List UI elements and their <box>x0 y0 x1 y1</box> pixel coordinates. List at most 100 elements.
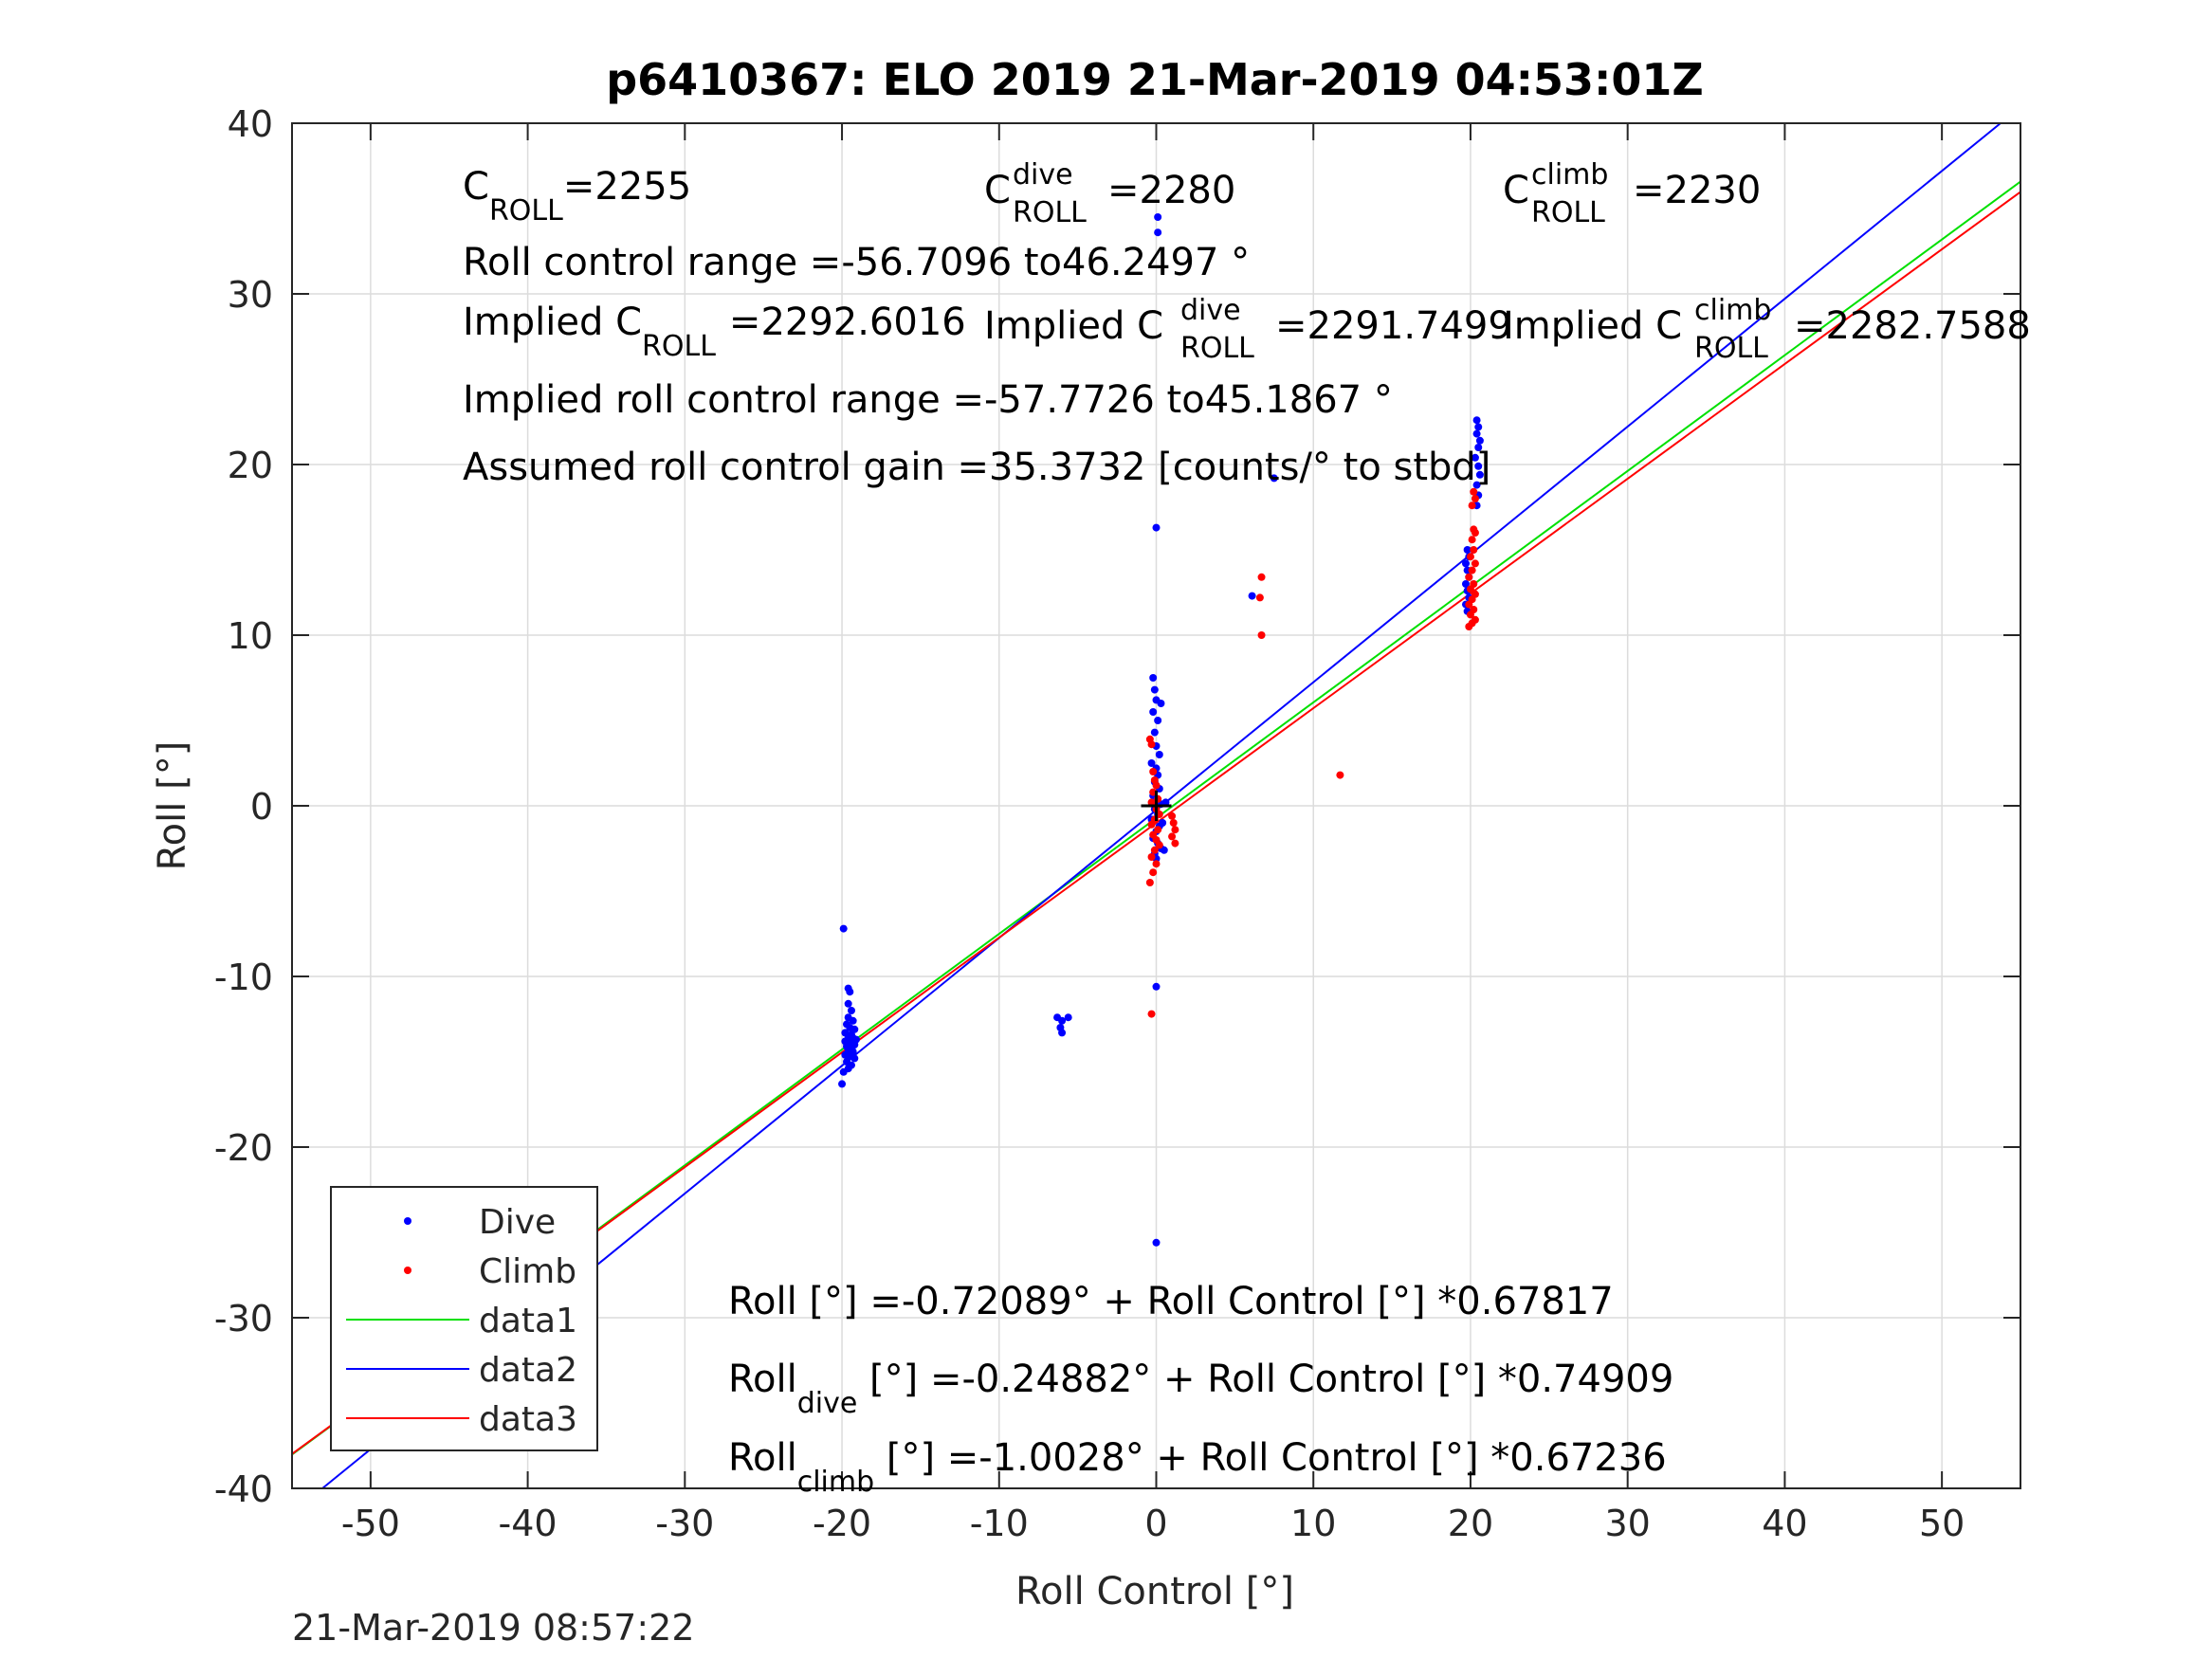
y-tick-label: -30 <box>214 1298 273 1340</box>
axis-ticks: -50 -40 -30 -20 -10 0 10 20 30 40 50 -40 -30 -20 -10 0 1… <box>214 103 2020 1544</box>
point-dive <box>1157 700 1165 707</box>
point-dive <box>1152 523 1161 532</box>
cdive-sup: dive <box>1013 158 1073 191</box>
implied-climb-value: =2282.7588 <box>1794 304 2031 348</box>
timestamp: 21-Mar-2019 08:57:22 <box>292 1607 695 1649</box>
equation-climb-sub: climb <box>797 1466 874 1499</box>
point-dive <box>1147 759 1156 767</box>
point-dive <box>1474 462 1483 470</box>
implied-climb-base: Implied C <box>1503 304 1682 348</box>
point-dive <box>1155 751 1163 758</box>
point-climb <box>1154 826 1162 834</box>
x-tick-label: 20 <box>1448 1503 1493 1544</box>
croll-value: =2255 <box>563 165 691 209</box>
implied-dive-base: Implied C <box>984 304 1163 348</box>
implied-base: Implied C <box>463 301 642 344</box>
point-climb <box>1468 566 1476 574</box>
equation-dive: Rolldive [°] =-0.24882° + Roll Control [… <box>728 1358 1673 1420</box>
legend-label-dive: Dive <box>479 1203 556 1242</box>
croll-base: C <box>463 165 489 209</box>
x-tick-label: -50 <box>341 1503 400 1544</box>
implied-climb-sup: climb <box>1694 294 1771 327</box>
point-climb <box>1471 529 1479 537</box>
point-dive <box>847 1007 855 1014</box>
point-dive <box>1248 592 1256 600</box>
point-climb <box>1149 868 1158 877</box>
point-climb <box>1468 501 1476 510</box>
y-tick-label: -10 <box>214 957 273 998</box>
implied-range-annotation: Implied roll control range =-57.7726 to4… <box>463 378 1393 422</box>
point-dive <box>839 1067 848 1076</box>
point-dive <box>1152 1238 1161 1247</box>
gain-annotation: Assumed roll control gain =35.3732 [coun… <box>463 446 1490 489</box>
cclimb-annotation: C <box>1503 169 1529 212</box>
implied-value: =2292.6016 <box>729 301 966 344</box>
equation-dive-base: Roll <box>728 1358 797 1401</box>
implied-dive-sub: ROLL <box>1180 332 1254 365</box>
equation-dive-rest: [°] =-0.24882° + Roll Control [°] *0.749… <box>857 1358 1673 1401</box>
point-dive <box>839 924 848 933</box>
implied-dive-annotation: Implied C <box>984 304 1163 348</box>
y-tick-label: 20 <box>228 445 273 486</box>
point-dive <box>1150 728 1159 737</box>
point-dive <box>1149 708 1158 716</box>
cclimb-base: C <box>1503 169 1529 212</box>
point-climb <box>1147 740 1156 749</box>
point-climb <box>1171 839 1179 848</box>
legend-label-climb: Climb <box>479 1252 576 1291</box>
point-climb <box>1465 600 1473 609</box>
point-climb <box>1466 611 1474 619</box>
point-dive <box>1270 474 1278 483</box>
point-climb <box>1147 1010 1156 1018</box>
point-dive <box>1064 1013 1072 1022</box>
point-dive <box>1463 546 1472 554</box>
range-annotation: Roll control range =-56.7096 to46.2497 ° <box>463 241 1250 284</box>
point-dive <box>850 1054 859 1063</box>
legend-marker-climb <box>404 1267 411 1274</box>
point-dive <box>1474 423 1483 431</box>
point-climb <box>1466 585 1474 593</box>
cclimb-value: =2230 <box>1633 169 1761 212</box>
point-climb <box>1465 573 1473 581</box>
point-dive <box>1474 444 1483 451</box>
x-tick-label: 40 <box>1762 1503 1807 1544</box>
point-dive <box>1154 228 1162 237</box>
point-climb <box>1470 546 1478 554</box>
point-climb <box>1168 832 1177 841</box>
x-tick-label: -10 <box>970 1503 1029 1544</box>
point-climb <box>1257 631 1266 639</box>
implied-sub: ROLL <box>642 330 716 363</box>
point-climb <box>1255 593 1264 602</box>
implied-dive-sup: dive <box>1180 294 1241 327</box>
point-climb <box>1169 819 1178 827</box>
equation-climb: Rollclimb [°] =-1.0028° + Roll Control [… <box>728 1436 1667 1499</box>
equation-climb-rest: [°] =-1.0028° + Roll Control [°] *0.6723… <box>874 1436 1667 1480</box>
x-tick-label: -40 <box>499 1503 558 1544</box>
implied-annotation: Implied CROLL =2292.6016 <box>463 301 966 363</box>
point-dive <box>1472 429 1481 438</box>
x-tick-label: 30 <box>1605 1503 1651 1544</box>
point-dive <box>1058 1029 1067 1037</box>
implied-dive-value: =2291.7499 <box>1275 304 1512 348</box>
equation-dive-sub: dive <box>797 1387 858 1420</box>
point-dive <box>1471 453 1479 462</box>
point-dive <box>844 999 852 1008</box>
point-dive <box>1475 470 1484 479</box>
cdive-sub: ROLL <box>1013 196 1087 229</box>
x-tick-label: 0 <box>1144 1503 1167 1544</box>
implied-climb-annotation: Implied C <box>1503 304 1682 348</box>
croll-annotation: CROLL=2255 <box>463 165 691 228</box>
point-dive <box>1152 982 1161 991</box>
croll-sub: ROLL <box>489 194 563 228</box>
point-dive <box>838 1080 847 1088</box>
point-climb <box>1147 820 1156 829</box>
legend-label-data1: data1 <box>479 1302 577 1340</box>
point-climb <box>1168 811 1177 820</box>
point-dive <box>1472 416 1481 425</box>
y-tick-label: -20 <box>214 1127 273 1169</box>
legend-label-data3: data3 <box>479 1400 577 1439</box>
cclimb-sub: ROLL <box>1531 196 1605 229</box>
equation-climb-base: Roll <box>728 1436 797 1480</box>
cdive-value: =2280 <box>1107 169 1235 212</box>
